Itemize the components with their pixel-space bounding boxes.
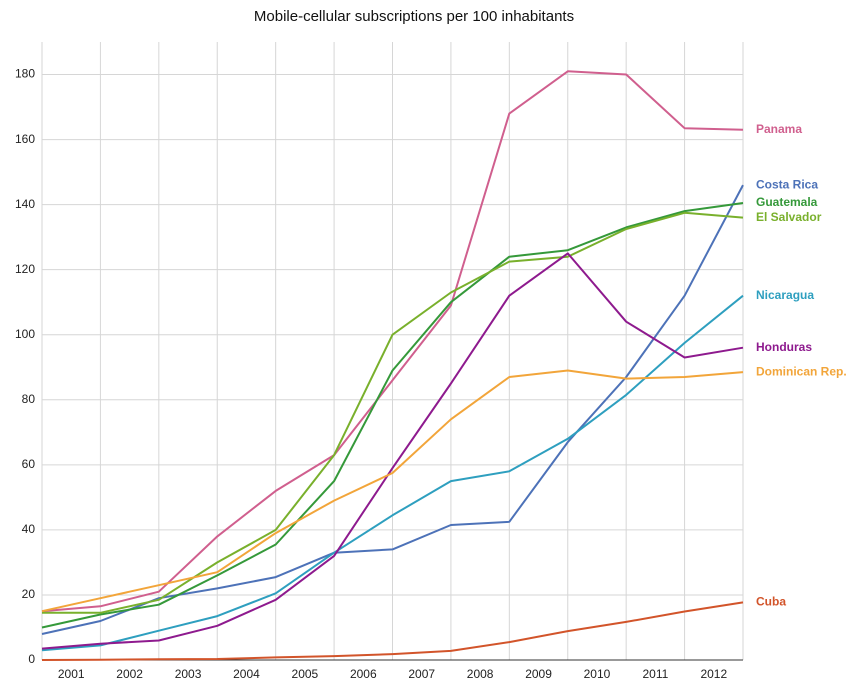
y-tick-label: 80 — [22, 392, 36, 406]
x-tick-label: 2008 — [467, 667, 494, 681]
x-tick-label: 2002 — [116, 667, 143, 681]
y-tick-label: 20 — [22, 587, 36, 601]
legend-label: Guatemala — [756, 195, 818, 209]
series-line — [41, 601, 744, 661]
grid — [41, 42, 744, 661]
x-tick-label: 2011 — [642, 667, 668, 681]
x-tick-label: 2003 — [175, 667, 202, 681]
chart-title: Mobile-cellular subscriptions per 100 in… — [254, 8, 574, 25]
series-line — [42, 211, 744, 614]
x-tick-label: 2006 — [350, 667, 377, 681]
x-tick-label: 2010 — [584, 667, 611, 681]
series-line — [41, 70, 744, 613]
x-tick-label: 2001 — [58, 667, 85, 681]
y-tick-label: 40 — [22, 522, 36, 536]
legend-label: El Salvador — [756, 210, 822, 224]
series-line — [41, 294, 744, 652]
series-line — [41, 202, 744, 629]
x-tick-label: 2012 — [700, 667, 727, 681]
y-tick-label: 180 — [15, 67, 35, 81]
legend-label: Dominican Rep. — [756, 364, 847, 378]
x-tick-label: 2007 — [408, 667, 435, 681]
x-tick-label: 2005 — [292, 667, 319, 681]
legend-label: Cuba — [756, 595, 786, 609]
series-line — [41, 184, 744, 635]
series-line — [41, 252, 744, 650]
y-tick-label: 100 — [15, 327, 35, 341]
y-tick-label: 140 — [15, 197, 35, 211]
y-tick-label: 120 — [15, 262, 35, 276]
x-tick-label: 2009 — [525, 667, 552, 681]
series-line — [41, 369, 744, 613]
legend-label: Panama — [756, 122, 802, 136]
y-tick-label: 0 — [28, 652, 35, 666]
legend-label: Nicaragua — [756, 288, 814, 302]
y-tick-label: 160 — [15, 132, 35, 146]
legend-label: Costa Rica — [756, 177, 818, 191]
x-tick-label: 2004 — [233, 667, 260, 681]
legend-label: Honduras — [756, 340, 812, 354]
y-tick-label: 60 — [22, 457, 36, 471]
